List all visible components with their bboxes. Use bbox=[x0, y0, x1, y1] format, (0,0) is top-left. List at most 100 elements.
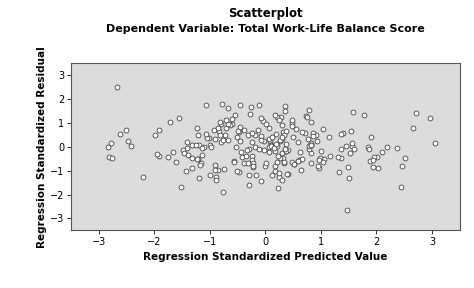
Point bbox=[393, 146, 401, 150]
Point bbox=[369, 157, 376, 162]
Point bbox=[240, 161, 247, 165]
Point bbox=[192, 143, 200, 148]
Point bbox=[210, 128, 218, 132]
Point bbox=[282, 149, 289, 154]
Point bbox=[238, 154, 246, 159]
Point bbox=[283, 172, 291, 176]
Point bbox=[289, 118, 296, 122]
Point bbox=[198, 145, 206, 150]
Point bbox=[139, 174, 146, 179]
Point bbox=[183, 140, 191, 144]
Point bbox=[307, 141, 315, 145]
Point bbox=[206, 173, 214, 177]
Point bbox=[350, 146, 358, 151]
Point bbox=[270, 146, 278, 150]
Point bbox=[181, 151, 188, 156]
Point bbox=[288, 160, 295, 164]
Point bbox=[315, 163, 322, 168]
Point bbox=[178, 185, 185, 189]
Point bbox=[236, 139, 244, 144]
Y-axis label: Regression Standardized Residual: Regression Standardized Residual bbox=[37, 46, 47, 248]
Point bbox=[193, 156, 201, 161]
Point bbox=[365, 147, 373, 151]
Point bbox=[265, 126, 273, 130]
Point bbox=[365, 144, 372, 149]
Point bbox=[374, 155, 381, 159]
Point bbox=[304, 137, 312, 141]
Point bbox=[289, 135, 297, 139]
Point bbox=[348, 141, 356, 146]
Point bbox=[169, 149, 177, 154]
Point bbox=[276, 139, 283, 143]
Point bbox=[278, 135, 286, 140]
Point bbox=[296, 149, 304, 154]
Point bbox=[298, 156, 306, 161]
Point bbox=[249, 157, 256, 162]
Point bbox=[211, 163, 219, 167]
Point bbox=[334, 155, 342, 160]
Point bbox=[246, 111, 254, 116]
Point bbox=[155, 128, 163, 132]
Point bbox=[235, 130, 243, 134]
Point bbox=[236, 124, 243, 129]
Point bbox=[413, 110, 420, 115]
Point bbox=[207, 143, 214, 147]
Point bbox=[313, 139, 321, 143]
Point bbox=[116, 131, 124, 136]
Point bbox=[276, 156, 284, 160]
Point bbox=[410, 126, 417, 130]
Point bbox=[217, 140, 225, 145]
Point bbox=[257, 116, 265, 120]
Point bbox=[273, 115, 281, 120]
Point bbox=[246, 173, 253, 177]
Point bbox=[307, 161, 314, 166]
Point bbox=[173, 160, 180, 164]
Point bbox=[273, 143, 281, 148]
Point bbox=[307, 120, 314, 124]
Point bbox=[345, 176, 353, 181]
Point bbox=[281, 149, 288, 153]
Point bbox=[305, 108, 313, 113]
Point bbox=[290, 162, 298, 167]
Point bbox=[208, 145, 215, 149]
Point bbox=[347, 129, 355, 133]
Point bbox=[299, 130, 306, 134]
Point bbox=[215, 168, 222, 172]
Point bbox=[249, 164, 257, 168]
Point bbox=[275, 170, 283, 175]
Point bbox=[218, 102, 226, 106]
Point bbox=[281, 147, 289, 152]
Point bbox=[267, 143, 274, 147]
Point bbox=[315, 166, 323, 170]
Point bbox=[275, 174, 283, 179]
Point bbox=[248, 131, 255, 135]
Point bbox=[274, 154, 282, 158]
Point bbox=[282, 104, 289, 108]
Point bbox=[253, 173, 260, 177]
Point bbox=[243, 154, 250, 158]
Point bbox=[294, 140, 302, 145]
Point bbox=[261, 164, 268, 168]
Point bbox=[268, 135, 275, 139]
Point bbox=[281, 109, 289, 113]
Point bbox=[280, 156, 287, 161]
Point bbox=[245, 132, 252, 137]
Point bbox=[228, 116, 236, 121]
Point bbox=[337, 147, 344, 151]
Point bbox=[233, 168, 240, 173]
Point bbox=[194, 156, 201, 161]
Point bbox=[194, 132, 201, 137]
Point bbox=[198, 153, 205, 158]
Point bbox=[224, 138, 232, 142]
Point bbox=[193, 126, 201, 130]
Point bbox=[180, 147, 187, 152]
Point bbox=[184, 152, 191, 157]
Point bbox=[307, 142, 315, 147]
Point bbox=[339, 131, 347, 136]
Point bbox=[370, 155, 377, 160]
Point bbox=[216, 120, 224, 124]
Point bbox=[113, 84, 120, 89]
Point bbox=[378, 150, 386, 155]
Point bbox=[255, 103, 263, 107]
Point bbox=[280, 132, 288, 137]
